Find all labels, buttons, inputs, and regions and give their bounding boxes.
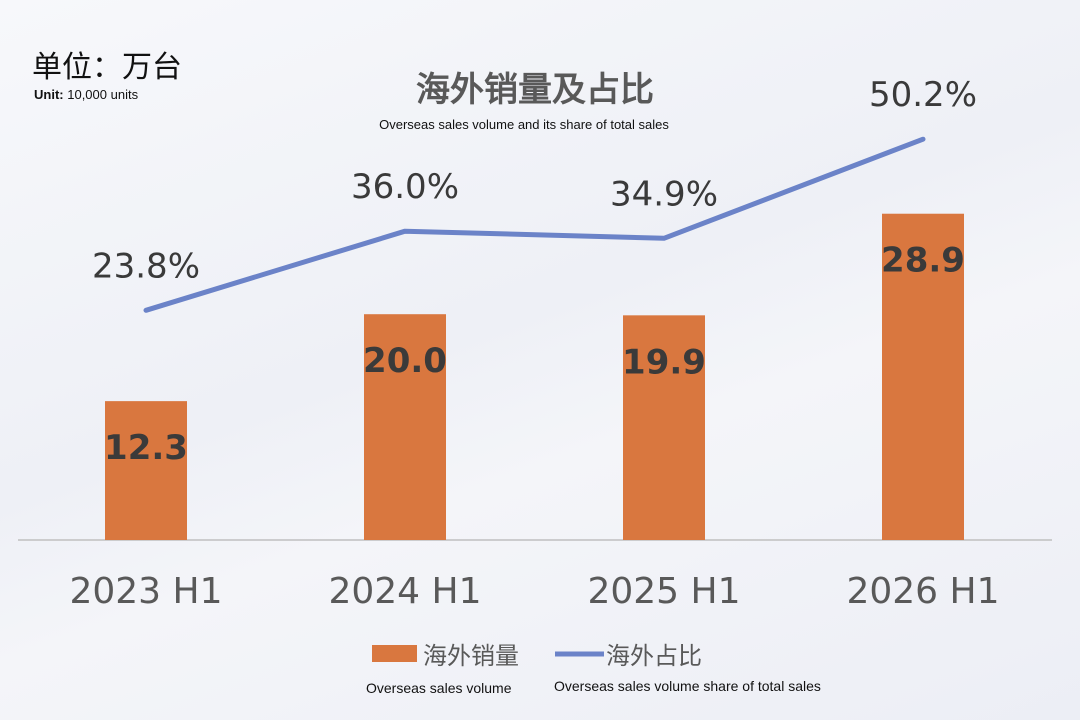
x-tick-label: 2024 H1 [328,571,481,612]
bar-value-label: 28.9 [881,241,965,281]
legend-label-share: 海外占比 [606,642,702,670]
share-line [143,136,926,313]
share-value-label: 50.2% [869,75,977,115]
bar [623,315,705,540]
bar [364,314,446,540]
x-tick-label: 2026 H1 [846,571,999,612]
bar [882,213,964,540]
bar-value-label: 20.0 [363,341,447,381]
x-tick-label: 2023 H1 [69,571,222,612]
share-value-label: 34.9% [610,174,718,214]
legend-label-volume: 海外销量 [423,642,519,670]
chart-title: 海外销量及占比 [416,70,654,110]
unit-value: 10,000 units [67,87,139,102]
legend-label-share-english: Overseas sales volume share of total sal… [554,678,821,694]
share-value-label: 36.0% [351,167,459,207]
x-tick-label: 2025 H1 [587,571,740,612]
chart-subtitle: Overseas sales volume and its share of t… [379,117,669,132]
share-value-label: 23.8% [92,246,200,286]
unit-label: 单位：万台 [32,50,182,85]
legend-swatch-volume [372,645,417,662]
legend-label-volume-english: Overseas sales volume [366,680,512,696]
bar-value-label: 19.9 [622,342,706,382]
bar [105,401,187,540]
unit-prefix: Unit: [34,87,64,102]
bar-value-label: 12.3 [104,428,188,468]
unit-label-english: Unit: 10,000 units [34,87,138,102]
